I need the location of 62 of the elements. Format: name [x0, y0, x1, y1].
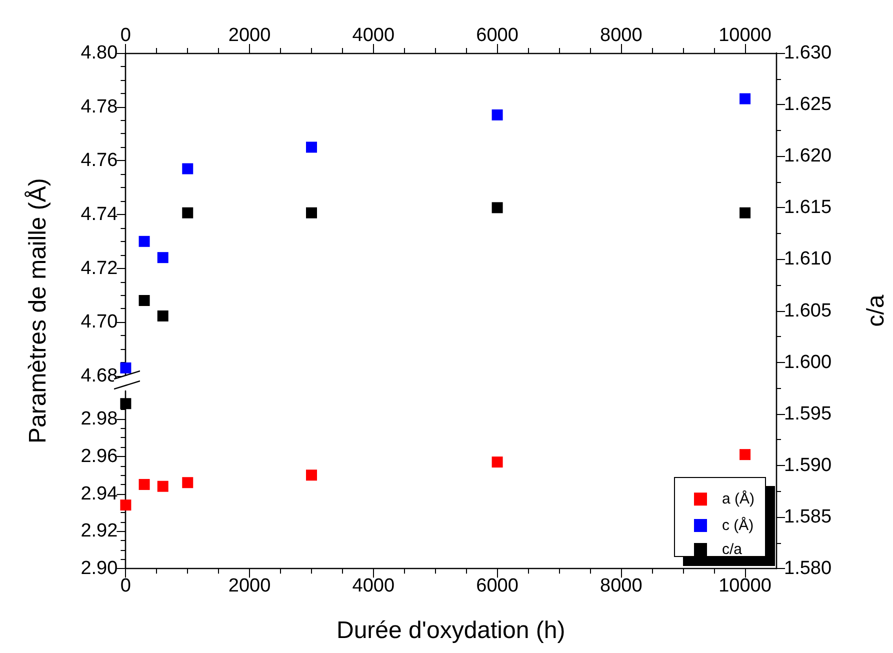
- point: [157, 252, 168, 264]
- y2-tick-label: 1.620: [784, 146, 832, 167]
- y-tick-label: 2.94: [80, 483, 118, 504]
- x-tick-label: 0: [120, 576, 131, 597]
- point: [138, 294, 150, 306]
- point: [182, 207, 194, 218]
- y2-tick-label: 1.600: [784, 352, 832, 373]
- point: [120, 398, 132, 410]
- y2-tick-label: 1.630: [784, 42, 832, 64]
- point: [740, 207, 751, 218]
- y2-axis-title: c/a: [862, 294, 890, 327]
- y2-tick-label: 1.605: [784, 300, 832, 322]
- x-axis-title: Durée d'oxydation (h): [336, 617, 566, 644]
- point: [306, 470, 317, 481]
- y2-tick-label: 1.585: [784, 506, 832, 528]
- point: [182, 163, 194, 174]
- y2-tick-label: 1.595: [784, 403, 832, 424]
- point: [182, 477, 194, 488]
- point: [157, 310, 168, 322]
- x2-tick-label: 8000: [600, 25, 642, 46]
- y-tick-label: 4.68: [80, 366, 118, 386]
- x2-tick-label: 6000: [476, 25, 518, 46]
- y-tick-label: 2.98: [80, 408, 118, 430]
- y-tick-label: 4.70: [80, 312, 118, 333]
- point: [120, 362, 132, 374]
- y-tick-label: 4.74: [80, 204, 118, 225]
- point: [740, 93, 751, 104]
- x2-tick-label: 0: [120, 25, 131, 46]
- x2-tick-label: 10000: [718, 25, 772, 46]
- point: [492, 456, 503, 468]
- x-tick-label: 2000: [228, 576, 271, 597]
- y-tick-label: 4.78: [80, 96, 118, 118]
- y-tick-label: 2.90: [80, 558, 118, 580]
- y-tick-label: 2.92: [80, 520, 118, 542]
- y-tick-label: 2.96: [80, 446, 118, 467]
- point: [492, 109, 503, 120]
- point: [740, 449, 751, 460]
- point: [138, 236, 150, 247]
- x-tick-label: 8000: [600, 576, 642, 597]
- point: [492, 202, 503, 214]
- y-tick-label: 4.72: [80, 258, 118, 279]
- x-tick-label: 6000: [476, 576, 518, 597]
- point: [306, 142, 317, 153]
- legend-label: a (Å): [722, 490, 755, 508]
- x-tick-label: 4000: [352, 576, 395, 597]
- y2-tick-label: 1.580: [784, 558, 832, 580]
- point: [157, 480, 168, 492]
- point: [138, 478, 150, 490]
- y2-tick-label: 1.590: [784, 454, 832, 476]
- x-tick-label: 10000: [718, 576, 772, 597]
- legend-label: c (Å): [722, 516, 754, 534]
- point: [306, 207, 317, 218]
- x2-tick-label: 2000: [228, 25, 271, 46]
- y2-tick-label: 1.615: [784, 197, 832, 218]
- point: [120, 500, 132, 511]
- y2-tick-label: 1.610: [784, 248, 832, 270]
- y-tick-label: 4.80: [80, 42, 118, 64]
- x2-tick-label: 4000: [352, 25, 395, 46]
- y2-tick-label: 1.625: [784, 94, 832, 116]
- y-axis-title: Paramètres de maille (Å): [24, 178, 52, 444]
- legend-label: c/a: [722, 541, 743, 558]
- y-tick-label: 4.76: [80, 150, 118, 172]
